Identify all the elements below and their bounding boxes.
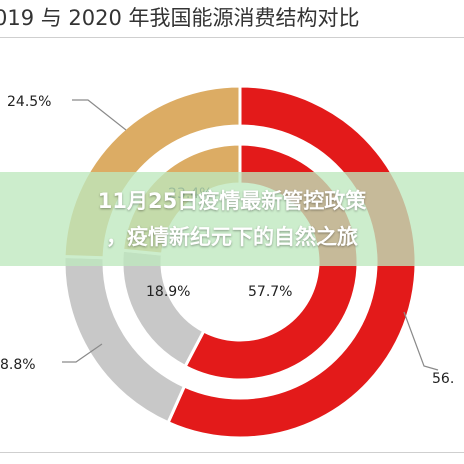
outer-leader-line-1: [403, 311, 439, 371]
title-divider: [0, 37, 464, 38]
banner-line-1: 11月25日疫情最新管控政策: [97, 189, 367, 213]
banner-line-2: ，疫情新纪元下的自然之旅: [106, 225, 358, 249]
inner-slice-label-1: 57.7%: [248, 284, 292, 300]
chart-title: 019 与 2020 年我国能源消费结构对比: [0, 6, 360, 30]
overlay-banner: 11月25日疫情最新管控政策 ，疫情新纪元下的自然之旅: [0, 172, 464, 266]
inner-slice-label-2: 18.9%: [146, 284, 190, 300]
outer-slice-label-1: 56.: [432, 371, 454, 387]
outer-leader-line-3: [72, 99, 127, 131]
bottom-divider: [0, 452, 464, 453]
outer-slice-label-2: 8.8%: [0, 357, 36, 373]
outer-leader-line-2: [62, 343, 103, 363]
outer-slice-label-3: 24.5%: [7, 94, 51, 110]
